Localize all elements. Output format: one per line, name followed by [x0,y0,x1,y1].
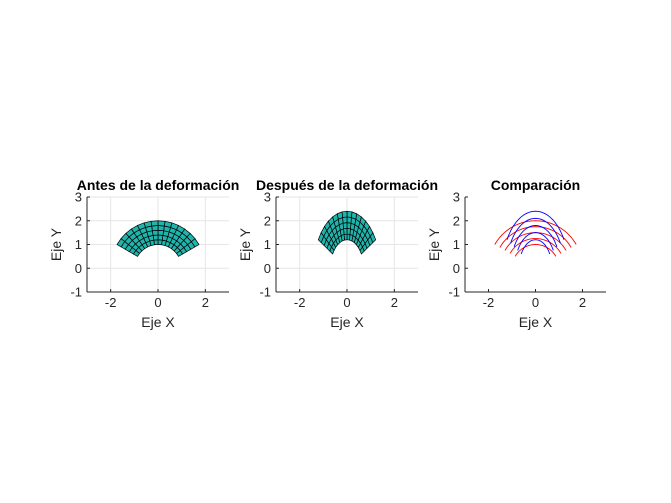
panel-title: Comparación [491,177,580,193]
x-tick-label: 2 [391,295,398,310]
y-tick-label: -1 [448,285,460,300]
mesh-cell [150,220,159,227]
mesh-cell [157,234,164,241]
panel-title: Después de la deformación [256,177,438,193]
mesh-cell [346,227,351,235]
series-arc [513,225,558,248]
x-tick-label: 0 [154,295,161,310]
y-tick-label: 2 [75,213,82,228]
mesh-cell [346,233,351,241]
y-tick-label: 0 [75,261,82,276]
mesh-cell [317,231,325,244]
y-tick-label: -1 [259,285,271,300]
plot-area [317,210,377,255]
y-tick-label: 1 [453,237,460,252]
series-arc [494,220,577,245]
series-arc [499,226,572,248]
panel-title: Antes de la deformación [77,177,240,193]
y-axis-label: Eje Y [237,227,253,261]
y-axis-label: Eje Y [426,227,442,261]
x-tick-label: 2 [202,295,209,310]
y-tick-label: 3 [264,190,271,205]
x-tick-label: 0 [343,295,350,310]
mesh-cell [116,238,126,248]
series-arc [510,217,561,244]
y-tick-label: 3 [453,190,460,205]
panel-comparison: Eje X Eje Y -2 0 2 -1 0 1 2 3 Comparación [426,177,606,330]
mesh-cell [157,220,166,227]
y-tick-label: 1 [264,237,271,252]
x-tick-label: -2 [105,295,117,310]
x-axis-label: Eje X [330,314,364,330]
y-tick-label: -1 [70,285,82,300]
x-axis-label: Eje X [141,314,175,330]
x-axis-label: Eje X [519,314,553,330]
mesh-cell [346,222,352,230]
series-arc [517,232,554,251]
series-arc [506,210,565,240]
mesh-cell [157,225,165,232]
y-axis-label: Eje Y [48,227,64,261]
y-tick-label: 0 [264,261,271,276]
y-tick-label: 2 [264,213,271,228]
mesh-cell [346,210,353,218]
y-tick-label: 3 [75,190,82,205]
y-tick-label: 2 [453,213,460,228]
x-tick-label: 0 [532,295,539,310]
plot-area [116,220,200,257]
x-tick-label: -2 [483,295,495,310]
series-arc [509,238,562,254]
mesh-cell [157,229,165,236]
series-arc [520,239,551,255]
x-tick-label: -2 [294,295,306,310]
mesh-cell [163,220,173,228]
x-tick-label: 2 [579,295,586,310]
mesh-cell [351,211,358,220]
y-tick-label: 1 [75,237,82,252]
series-arc [514,244,557,257]
plot-area [494,210,577,257]
y-tick-label: 0 [453,261,460,276]
mesh-cell [346,216,352,224]
mesh-cell [157,239,163,246]
mesh-cell [151,225,159,232]
